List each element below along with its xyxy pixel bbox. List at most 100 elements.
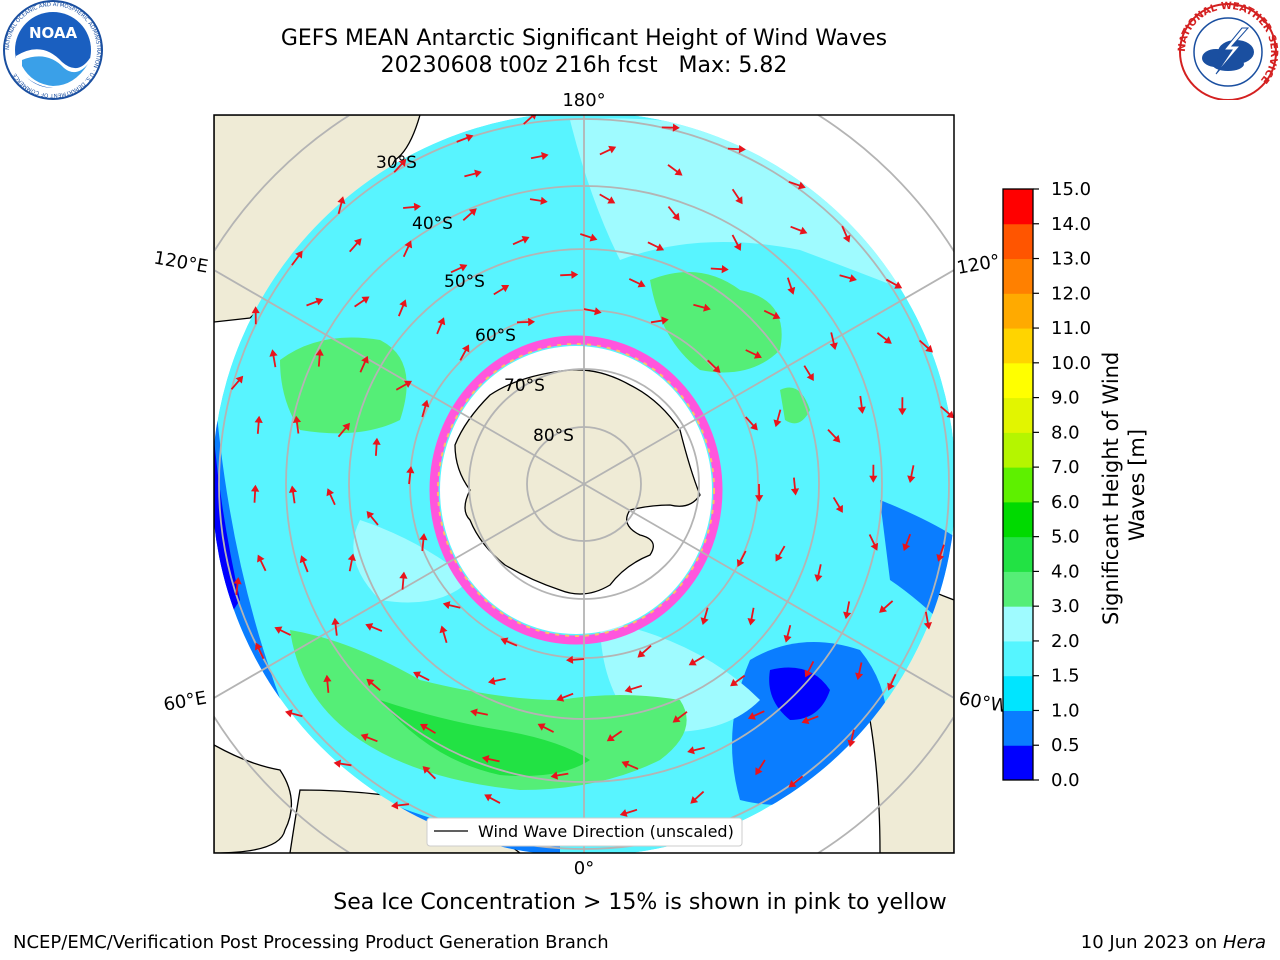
wave-arrow-head bbox=[274, 626, 283, 634]
wave-arrow-head bbox=[556, 693, 565, 702]
wave-arrow-shaft bbox=[763, 309, 777, 318]
wave-arrow-head bbox=[721, 265, 729, 274]
wave-arrow-head bbox=[292, 415, 302, 423]
wave-arrow-head bbox=[468, 208, 477, 216]
wave-arrow-shaft bbox=[421, 404, 427, 418]
wave-arrow-head bbox=[832, 434, 841, 443]
colorbar-bin bbox=[1003, 293, 1033, 329]
wave-arrow-shaft bbox=[401, 576, 405, 590]
wave-arrow-shaft bbox=[291, 490, 296, 504]
wave-arrow-shaft bbox=[692, 655, 705, 664]
wave-arrow-head bbox=[835, 504, 843, 513]
colorbar-bin bbox=[1003, 571, 1033, 607]
colorbar-bin bbox=[1003, 501, 1033, 538]
wave-arrow-head bbox=[361, 296, 370, 304]
wave-arrow-shaft bbox=[857, 662, 863, 676]
wave-arrow-head bbox=[783, 634, 792, 643]
wave-arrow-head bbox=[439, 625, 448, 634]
wave-arrow-shaft bbox=[560, 273, 574, 277]
wave-arrow-shaft bbox=[640, 645, 652, 655]
wave-arrow-shaft bbox=[786, 277, 793, 291]
wave-arrow-head bbox=[661, 316, 669, 325]
wave-height-field bbox=[214, 115, 954, 853]
wave-arrow-shaft bbox=[583, 308, 597, 313]
wave-arrow-head bbox=[857, 406, 866, 414]
wave-arrow-head bbox=[550, 771, 558, 780]
wave-arrow-head bbox=[688, 658, 697, 666]
wave-arrow-head bbox=[474, 169, 482, 178]
wave-arrow-head bbox=[869, 475, 878, 483]
sea-ice-note: Sea Ice Concentration > 15% is shown in … bbox=[333, 890, 947, 915]
wave-arrow-shaft bbox=[750, 607, 755, 621]
wave-arrow-head bbox=[365, 623, 374, 631]
wave-arrow-shaft bbox=[512, 238, 526, 246]
wave-arrow-shaft bbox=[529, 198, 543, 202]
wave-arrow-head bbox=[801, 716, 810, 725]
wave-arrow-head bbox=[687, 746, 695, 755]
wave-arrow-shaft bbox=[425, 768, 437, 780]
wave-arrow-shaft bbox=[349, 241, 359, 253]
wave-arrow-head bbox=[787, 286, 796, 295]
wave-arrow-shaft bbox=[337, 200, 343, 215]
wave-arrow-head bbox=[399, 571, 408, 579]
wave-arrow-head bbox=[902, 543, 911, 552]
wave-arrow-shaft bbox=[776, 409, 782, 423]
wave-arrow-shaft bbox=[925, 611, 930, 625]
wave-arrow-head bbox=[315, 297, 324, 306]
nws-logo-icon: NATIONAL WEATHER SERVICE bbox=[1177, 1, 1279, 100]
wave-arrow-shaft bbox=[733, 674, 746, 685]
wave-arrow-head bbox=[879, 605, 887, 613]
wave-arrow-shaft bbox=[667, 206, 678, 218]
wave-arrow-shaft bbox=[839, 274, 853, 280]
wave-arrow-shaft bbox=[691, 746, 705, 752]
wave-arrow-head bbox=[773, 419, 782, 428]
wave-arrow-head bbox=[315, 348, 324, 356]
wave-arrow-shaft bbox=[667, 164, 680, 174]
lat-label-70s: 70°S bbox=[504, 376, 545, 396]
wave-arrow-head bbox=[621, 760, 630, 769]
wave-arrow-head bbox=[849, 274, 857, 283]
wave-arrow-head bbox=[829, 342, 838, 350]
wave-arrow-head bbox=[462, 344, 470, 353]
colorbar-tick-label: 7.0 bbox=[1051, 457, 1080, 478]
wave-arrow-shaft bbox=[486, 757, 500, 763]
lat-label-80s: 80°S bbox=[533, 426, 574, 446]
wave-arrow-shaft bbox=[369, 681, 381, 691]
wave-arrow-shaft bbox=[259, 558, 267, 572]
wave-arrow-shaft bbox=[474, 711, 488, 716]
lat-label-30s: 30°S bbox=[376, 153, 417, 173]
wave-arrow-head bbox=[406, 466, 415, 474]
wave-arrow-head bbox=[521, 236, 530, 244]
wave-arrow-head bbox=[235, 375, 244, 384]
run-date: 10 Jun 2023 on Hera bbox=[1081, 932, 1266, 953]
run-date-text: 10 Jun 2023 on bbox=[1080, 932, 1223, 953]
wave-arrow-shaft bbox=[291, 254, 301, 266]
wave-arrow-head bbox=[750, 422, 758, 431]
wave-arrow-shaft bbox=[845, 601, 851, 615]
wave-arrow-head bbox=[326, 488, 334, 497]
wave-arrow-shaft bbox=[402, 244, 410, 258]
wave-arrow-head bbox=[254, 415, 263, 423]
wave-arrow-shaft bbox=[337, 426, 348, 438]
wave-arrow-shaft bbox=[889, 673, 897, 687]
wave-arrow-head bbox=[775, 553, 783, 562]
wave-arrow-shaft bbox=[918, 339, 930, 350]
wave-arrow-shaft bbox=[904, 533, 912, 547]
wave-arrow-head bbox=[907, 475, 916, 483]
colorbar-label: Significant Height of Wind Waves [m] bbox=[1099, 345, 1149, 625]
branch-credit: NCEP/EMC/Verification Post Processing Pr… bbox=[13, 932, 609, 953]
colorbar-tick-label: 3.0 bbox=[1051, 596, 1080, 617]
wave-arrow-shaft bbox=[731, 188, 741, 201]
wave-arrow-shaft bbox=[885, 278, 899, 287]
wave-arrow-shaft bbox=[235, 581, 239, 596]
colorbar-tick-label: 9.0 bbox=[1051, 388, 1080, 409]
wave-arrow-shaft bbox=[570, 658, 585, 661]
lon-label-lower-left: 60°E bbox=[162, 687, 208, 715]
wave-arrow-head bbox=[656, 243, 665, 251]
wave-arrow-shaft bbox=[459, 348, 468, 361]
wave-arrow-shaft bbox=[348, 558, 354, 572]
wave-arrow-head bbox=[637, 650, 646, 658]
wave-arrow-head bbox=[946, 410, 954, 419]
wave-arrow-shaft bbox=[791, 775, 804, 786]
